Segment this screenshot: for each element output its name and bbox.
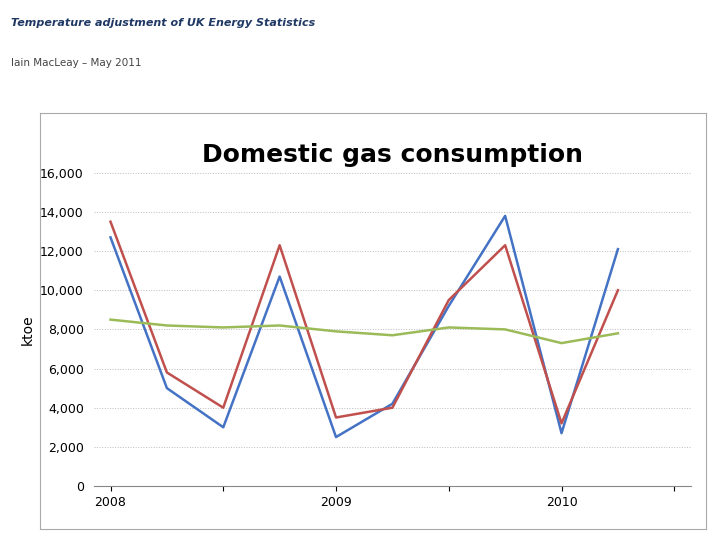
- Text: DEPARTMENT OF: DEPARTMENT OF: [598, 18, 650, 24]
- Ellipse shape: [487, 2, 582, 87]
- Text: ENERGY: ENERGY: [590, 34, 659, 49]
- Y-axis label: ktoe: ktoe: [20, 314, 35, 345]
- Text: & CLIMATECHANGE: & CLIMATECHANGE: [580, 64, 669, 73]
- Text: Temperature adjustment of UK Energy Statistics: Temperature adjustment of UK Energy Stat…: [11, 18, 315, 28]
- Title: Domestic gas consumption: Domestic gas consumption: [202, 143, 583, 167]
- Text: Iain MacLeay – May 2011: Iain MacLeay – May 2011: [11, 58, 141, 68]
